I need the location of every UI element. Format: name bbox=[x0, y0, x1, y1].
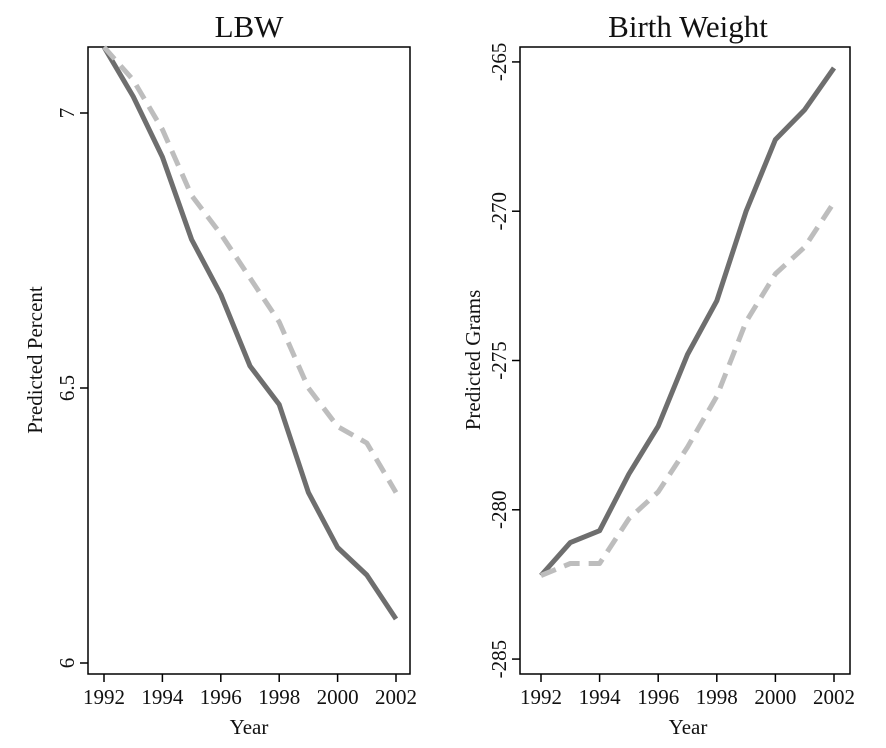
y-axis-label-birth-weight: Predicted Grams bbox=[461, 290, 485, 431]
y-tick-label: -265 bbox=[487, 43, 511, 82]
panel-birth-weight: Birth Weight -285-280-275-270-265 1992 19… bbox=[461, 9, 855, 739]
x-tick-label: 1996 bbox=[200, 685, 242, 709]
y-tick-label: 6.5 bbox=[55, 375, 79, 401]
y-axis-lbw: 66.57 bbox=[55, 108, 88, 669]
x-axis-label-lbw: Year bbox=[230, 715, 269, 739]
x-tick-label: 2002 bbox=[375, 685, 417, 709]
series-line-dashed-birth-weight bbox=[540, 200, 837, 578]
y-tick-label: -280 bbox=[487, 491, 511, 530]
x-tick-label: 1992 bbox=[520, 685, 562, 709]
series-layer-lbw bbox=[101, 45, 399, 621]
series-layer-birth-weight bbox=[539, 66, 837, 578]
x-tick-label: 1996 bbox=[637, 685, 679, 709]
x-tick-label: 2002 bbox=[813, 685, 855, 709]
x-axis-label-birth-weight: Year bbox=[669, 715, 708, 739]
x-axis-lbw: 1992 1994 1996 1998 2000 2002 bbox=[83, 674, 417, 709]
panel-title-birth-weight: Birth Weight bbox=[608, 9, 768, 44]
x-tick-label: 1994 bbox=[141, 685, 184, 709]
panel-title-lbw: LBW bbox=[215, 9, 285, 44]
series-line-solid-birth-weight bbox=[539, 66, 837, 578]
x-axis-birth-weight: 1992 1994 1996 1998 2000 2002 bbox=[520, 674, 855, 709]
y-tick-label: -285 bbox=[487, 640, 511, 679]
x-tick-label: 2000 bbox=[317, 685, 359, 709]
panel-lbw: LBW 66.57 1992 1994 1996 1998 2000 2002 Predi… bbox=[23, 9, 417, 739]
y-axis-birth-weight: -285 -280 -275 -270 -265 bbox=[487, 43, 520, 679]
x-tick-label: 1994 bbox=[579, 685, 622, 709]
plot-frame-lbw bbox=[87, 46, 411, 675]
x-tick-label: 1998 bbox=[258, 685, 300, 709]
series-line-solid-lbw bbox=[101, 45, 399, 621]
y-tick-label: -275 bbox=[487, 341, 511, 380]
x-tick-label: 1998 bbox=[696, 685, 738, 709]
y-axis-label-lbw: Predicted Percent bbox=[23, 286, 47, 434]
y-tick-label: 6 bbox=[55, 658, 79, 669]
x-tick-label: 2000 bbox=[754, 685, 796, 709]
y-tick-label: -270 bbox=[487, 192, 511, 231]
x-tick-label: 1992 bbox=[83, 685, 125, 709]
series-line-dashed-lbw bbox=[102, 45, 399, 494]
y-tick-label: 7 bbox=[55, 108, 79, 119]
